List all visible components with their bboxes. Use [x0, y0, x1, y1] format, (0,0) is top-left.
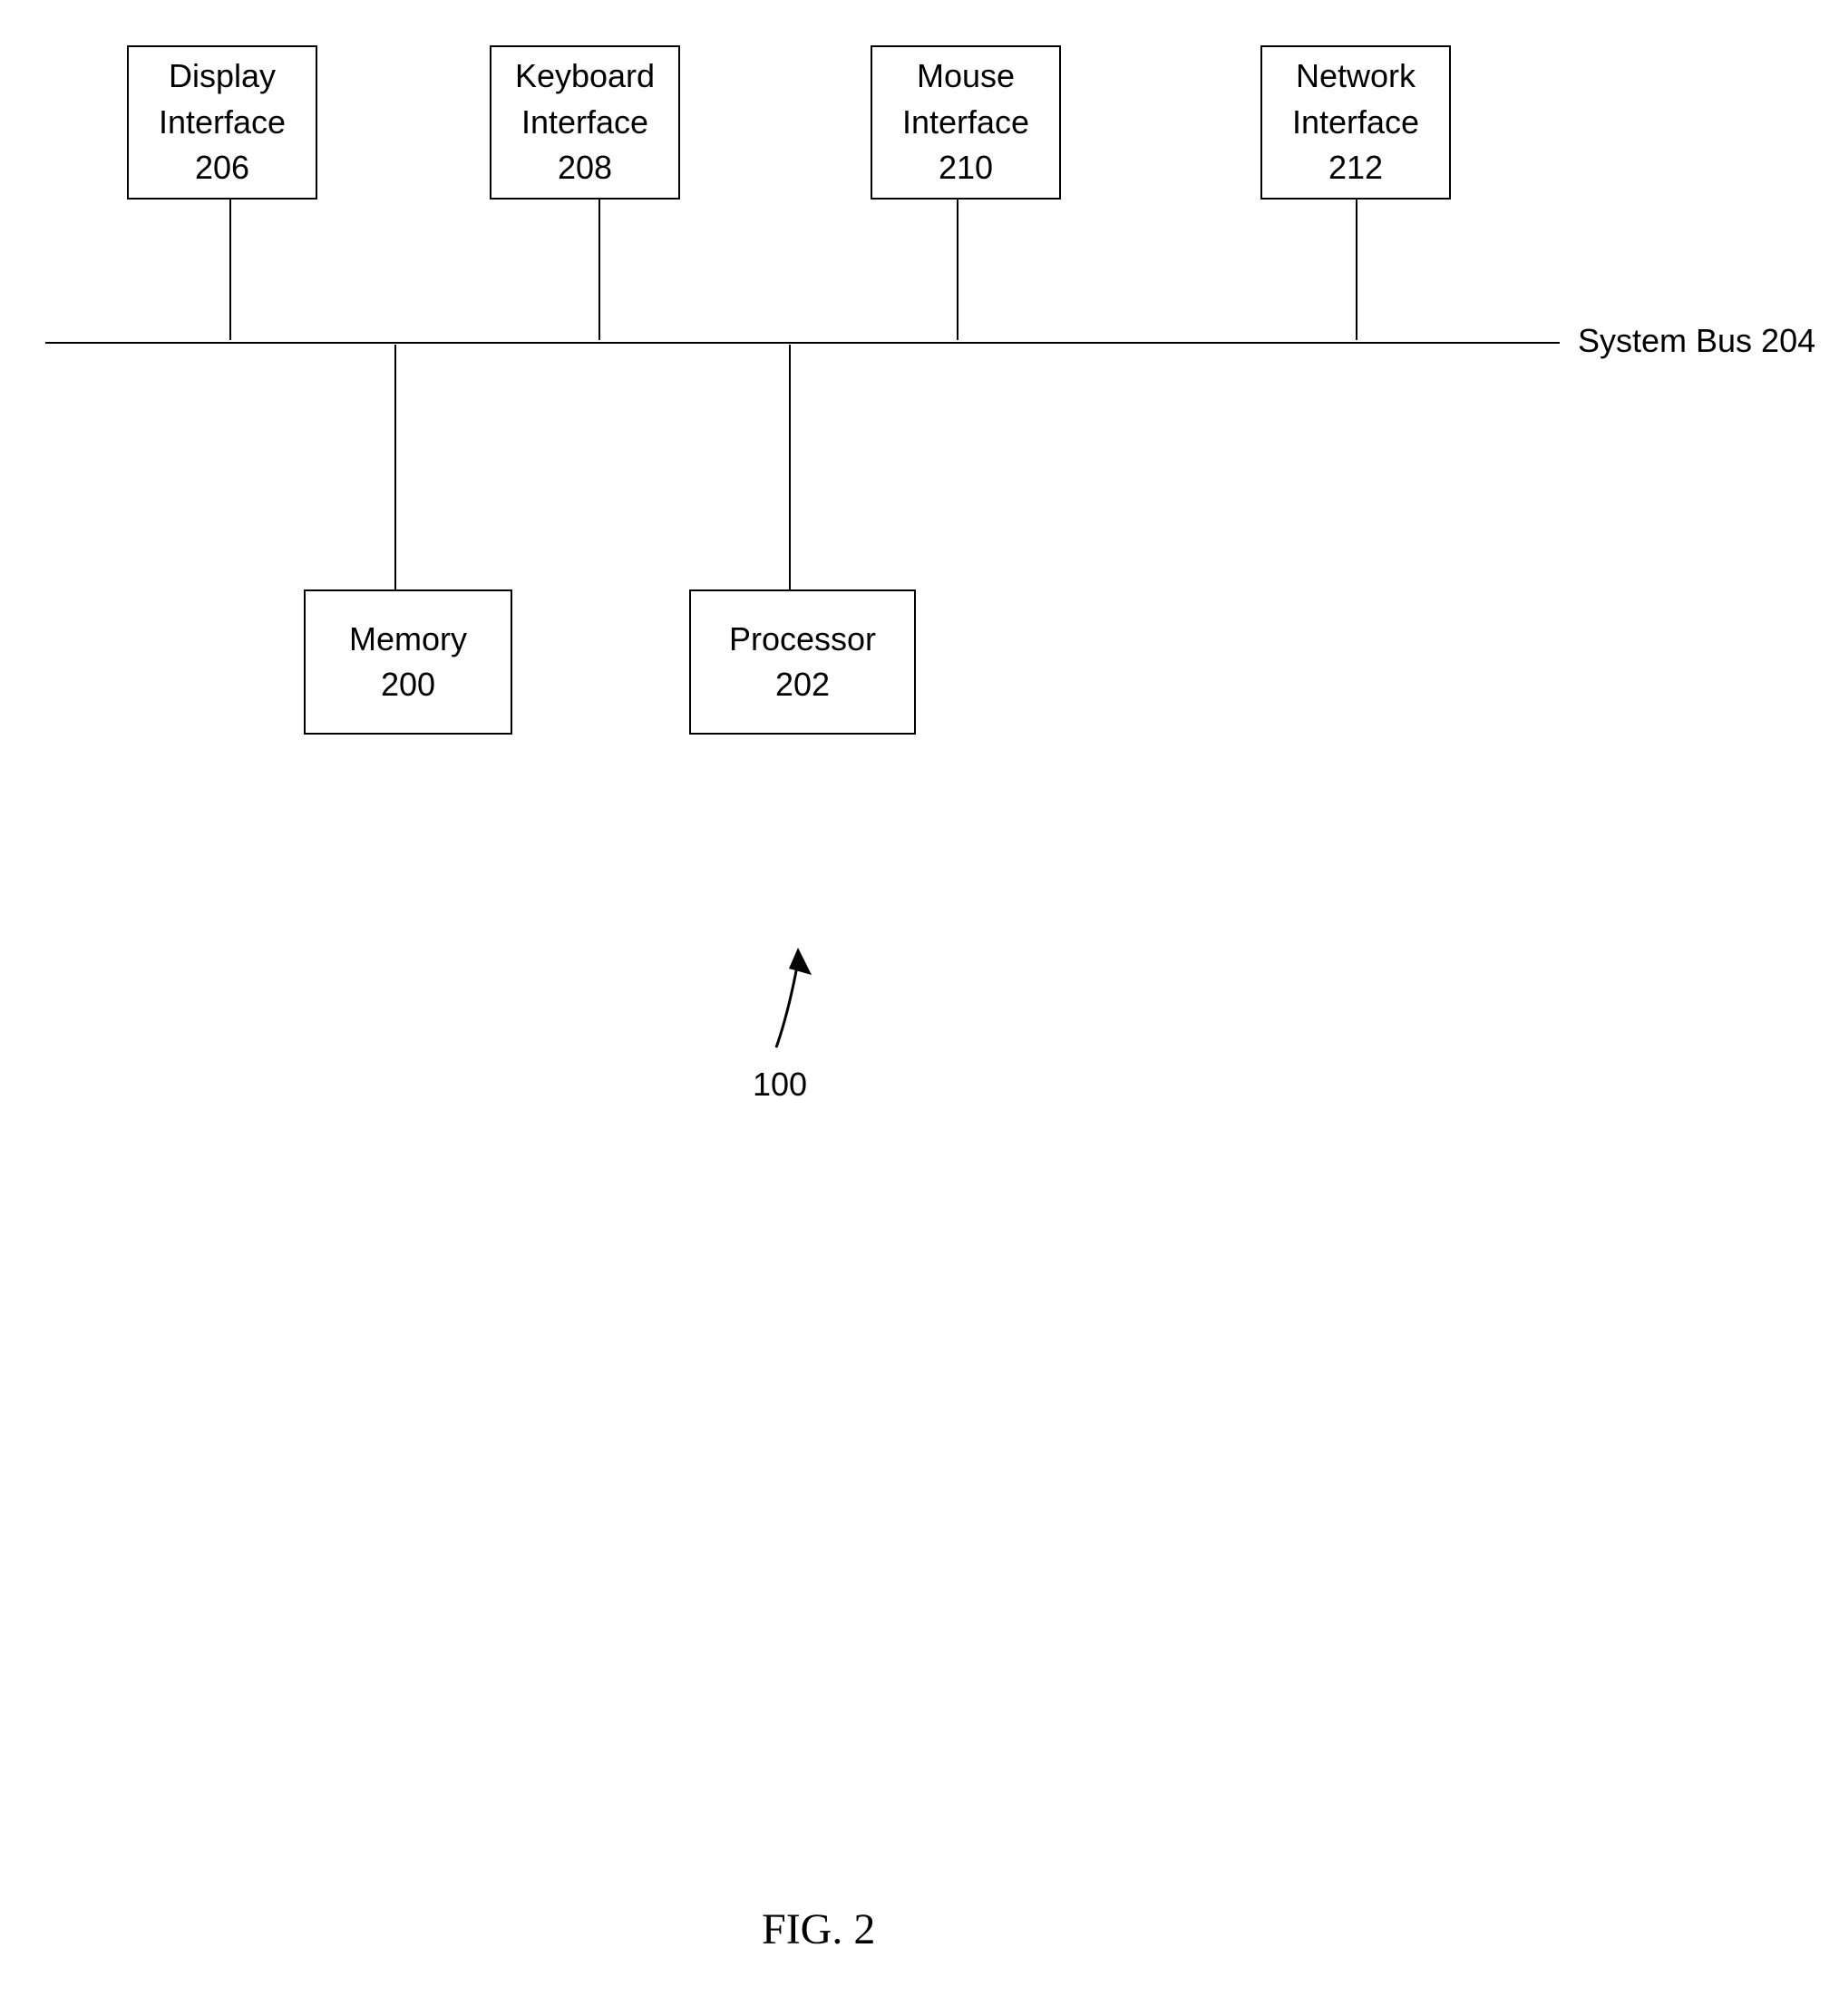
mouse-interface-number: 210 — [939, 145, 993, 190]
network-interface-label-line1: Network — [1296, 54, 1416, 99]
mouse-interface-label-line1: Mouse — [917, 54, 1015, 99]
system-bus-line — [45, 342, 1560, 344]
display-interface-label-line1: Display — [169, 54, 276, 99]
memory-box: Memory200 — [304, 589, 512, 735]
reference-number-label: 100 — [753, 1066, 807, 1104]
mouse-interface-connector — [957, 200, 958, 340]
reference-arrow — [762, 943, 834, 1061]
memory-label: Memory — [349, 617, 467, 662]
network-interface-connector — [1356, 200, 1357, 340]
keyboard-interface-connector — [598, 200, 600, 340]
processor-label: Processor — [729, 617, 876, 662]
display-interface-label-line2: Interface — [159, 100, 286, 145]
network-interface-label-line2: Interface — [1292, 100, 1419, 145]
processor-number: 202 — [775, 662, 830, 707]
memory-number: 200 — [381, 662, 435, 707]
processor-connector — [789, 345, 791, 589]
figure-caption: FIG. 2 — [762, 1904, 875, 1954]
keyboard-interface-label-line1: Keyboard — [515, 54, 655, 99]
network-interface-number: 212 — [1328, 145, 1383, 190]
system-bus-label: System Bus 204 — [1578, 322, 1815, 360]
processor-box: Processor202 — [689, 589, 916, 735]
display-interface-number: 206 — [195, 145, 249, 190]
keyboard-interface-label-line2: Interface — [521, 100, 648, 145]
display-interface-box: DisplayInterface206 — [127, 45, 317, 200]
system-bus-diagram: System Bus 204 DisplayInterface206Keyboa… — [0, 0, 1839, 2016]
keyboard-interface-box: KeyboardInterface208 — [490, 45, 680, 200]
memory-connector — [394, 345, 396, 589]
network-interface-box: NetworkInterface212 — [1260, 45, 1451, 200]
keyboard-interface-number: 208 — [558, 145, 612, 190]
mouse-interface-label-line2: Interface — [902, 100, 1029, 145]
display-interface-connector — [229, 200, 231, 340]
mouse-interface-box: MouseInterface210 — [871, 45, 1061, 200]
